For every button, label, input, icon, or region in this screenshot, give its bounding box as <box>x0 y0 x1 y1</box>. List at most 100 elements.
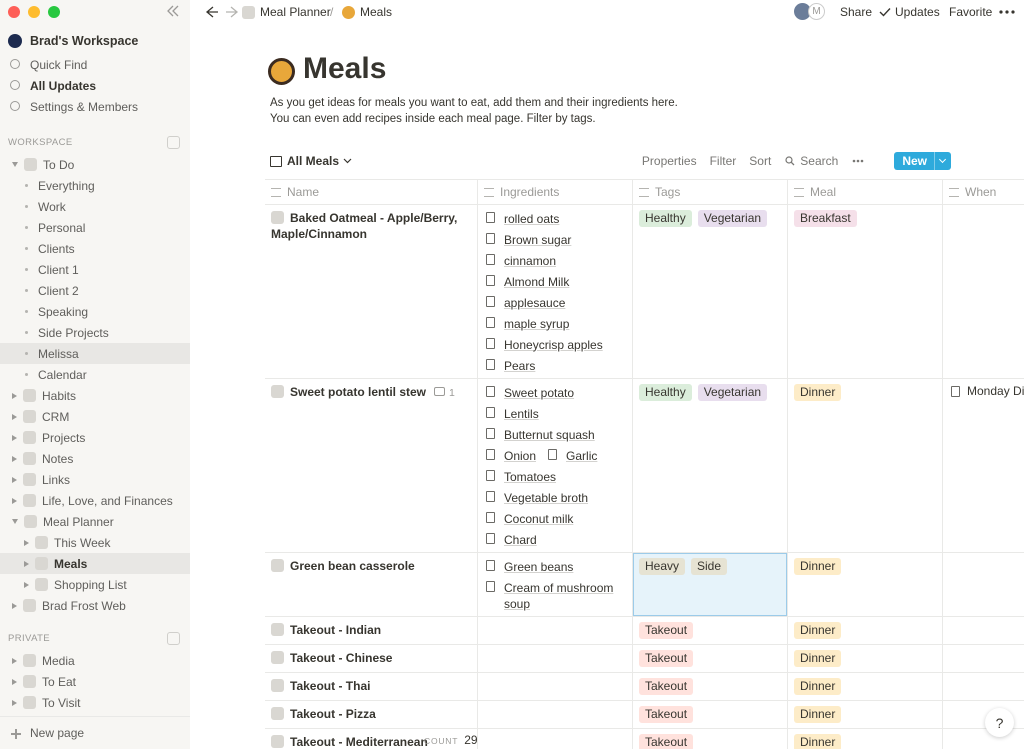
sidebar-page[interactable]: Meals <box>0 553 190 574</box>
when-cell[interactable] <box>943 617 1024 644</box>
sidebar-page[interactable]: Media <box>0 650 190 671</box>
toggle[interactable] <box>24 539 29 546</box>
name-cell[interactable]: Takeout - Chinese <box>265 645 478 672</box>
ingredients-cell[interactable] <box>478 673 633 700</box>
toggle[interactable] <box>12 455 17 462</box>
ingredients-cell[interactable]: Green beans Cream of mushroom soup <box>478 553 633 616</box>
workspace-switcher[interactable]: Brad's Workspace <box>8 31 138 51</box>
when-link[interactable]: Monday Dinner <box>967 384 1024 398</box>
ingredient-link[interactable]: Lentils <box>484 403 549 424</box>
sidebar-page[interactable]: Habits <box>0 385 190 406</box>
ingredient-link[interactable]: maple syrup <box>484 313 579 334</box>
sidebar-page[interactable]: Calendar <box>0 364 190 385</box>
sidebar-nav-item[interactable]: Quick Find <box>0 54 190 75</box>
more-menu[interactable] <box>999 10 1015 14</box>
add-page[interactable] <box>167 136 180 149</box>
ingredient-link[interactable]: Tomatoes <box>484 466 566 487</box>
toggle[interactable] <box>12 678 17 685</box>
ingredient-link[interactable]: applesauce <box>484 292 575 313</box>
meal-cell[interactable]: Dinner <box>788 379 943 552</box>
name-cell[interactable]: Baked Oatmeal - Apple/Berry, Maple/Cinna… <box>265 205 478 378</box>
tags-cell[interactable]: Takeout <box>633 701 788 728</box>
sidebar-page[interactable]: To Visit <box>0 692 190 713</box>
column-header[interactable]: Tags <box>633 180 788 204</box>
tags-cell[interactable]: Healthy Vegetarian <box>633 205 788 378</box>
ingredient-link[interactable]: Coconut milk <box>484 508 583 529</box>
ingredient-link[interactable]: Butternut squash <box>484 424 605 445</box>
sidebar-page[interactable]: To Do <box>0 154 190 175</box>
tags-cell[interactable]: Takeout <box>633 673 788 700</box>
help-button[interactable]: ? <box>985 708 1014 737</box>
tags-cell[interactable]: Healthy Vegetarian <box>633 379 788 552</box>
when-cell[interactable]: Monday Dinner <box>943 379 1024 552</box>
sidebar-page[interactable]: Melissa <box>0 343 190 364</box>
meal-cell[interactable]: Dinner <box>788 645 943 672</box>
sidebar-page[interactable]: Projects <box>0 427 190 448</box>
toolbar-button[interactable]: Sort <box>749 154 772 168</box>
sidebar-page[interactable]: Speaking <box>0 301 190 322</box>
sidebar-page[interactable]: Client 1 <box>0 259 190 280</box>
meal-cell[interactable]: Dinner <box>788 553 943 616</box>
sidebar-page[interactable]: Life, Love, and Finances <box>0 490 190 511</box>
ingredient-link[interactable]: cinnamon <box>484 250 566 271</box>
sidebar-page[interactable]: Links <box>0 469 190 490</box>
ingredient-link[interactable]: rolled oats <box>484 208 569 229</box>
toggle[interactable] <box>12 519 18 524</box>
more-options[interactable] <box>852 159 864 163</box>
when-cell[interactable] <box>943 553 1024 616</box>
tags-cell[interactable]: Takeout <box>633 729 788 749</box>
ingredient-link[interactable]: Cream of mushroom soup <box>484 577 626 614</box>
column-header[interactable]: Meal <box>788 180 943 204</box>
sidebar-nav-item[interactable]: All Updates <box>0 75 190 96</box>
column-header[interactable]: Name <box>265 180 478 204</box>
history-arrows[interactable] <box>203 5 243 19</box>
avatar[interactable] <box>794 3 811 20</box>
breadcrumb-item[interactable]: Meals <box>342 5 392 19</box>
collapse-sidebar[interactable] <box>166 5 180 17</box>
ingredients-cell[interactable]: rolled oats Brown sugar cinnamon Almond Mil… <box>478 205 633 378</box>
breadcrumb-item[interactable]: Meal Planner <box>242 5 331 19</box>
name-cell[interactable]: Sweet potato lentil stew 1 <box>265 379 478 552</box>
new-page[interactable]: New page <box>0 716 190 749</box>
name-cell[interactable]: Takeout - Indian <box>265 617 478 644</box>
toolbar-button[interactable]: Search <box>800 154 839 168</box>
toggle[interactable] <box>12 162 18 167</box>
toggle[interactable] <box>24 560 29 567</box>
meal-cell[interactable]: Dinner <box>788 673 943 700</box>
column-header[interactable]: When <box>943 180 1024 204</box>
sidebar-page[interactable]: Client 2 <box>0 280 190 301</box>
sidebar-page[interactable]: Work <box>0 196 190 217</box>
view-selector[interactable]: All Meals <box>270 154 353 168</box>
toggle[interactable] <box>12 657 17 664</box>
ingredients-cell[interactable] <box>478 645 633 672</box>
zoom[interactable] <box>48 6 60 18</box>
sidebar-page[interactable]: Clients <box>0 238 190 259</box>
ingredient-link[interactable]: Vegetable broth <box>484 487 598 508</box>
ingredient-link[interactable]: Pears <box>484 355 545 376</box>
share[interactable]: Share <box>840 5 873 19</box>
toggle[interactable] <box>12 699 17 706</box>
sidebar-page[interactable]: This Week <box>0 532 190 553</box>
name-cell[interactable]: Green bean casserole <box>265 553 478 616</box>
sidebar-nav-item[interactable]: Settings & Members <box>0 96 190 117</box>
sidebar-page[interactable]: Brad Frost Web <box>0 595 190 616</box>
sidebar-page[interactable]: Everything <box>0 175 190 196</box>
name-cell[interactable]: Takeout - Thai <box>265 673 478 700</box>
meal-cell[interactable]: Dinner <box>788 617 943 644</box>
when-cell[interactable] <box>943 645 1024 672</box>
page-icon[interactable] <box>268 58 295 85</box>
close[interactable] <box>8 6 20 18</box>
when-cell[interactable] <box>943 205 1024 378</box>
toggle[interactable] <box>12 497 17 504</box>
sidebar-page[interactable]: Meal Planner <box>0 511 190 532</box>
tags-cell[interactable]: Heavy Side <box>633 553 788 616</box>
ingredient-link[interactable]: Onion <box>484 445 546 466</box>
ingredient-link[interactable]: Green beans <box>484 556 583 577</box>
sidebar-page[interactable]: To Eat <box>0 671 190 692</box>
name-cell[interactable]: Takeout - Mediterranean <box>265 729 478 749</box>
avatar[interactable]: M <box>808 3 825 20</box>
ingredient-link[interactable]: Almond Milk <box>484 271 579 292</box>
sidebar-page[interactable]: Side Projects <box>0 322 190 343</box>
name-cell[interactable]: Takeout - Pizza <box>265 701 478 728</box>
column-header[interactable]: Ingredients <box>478 180 633 204</box>
